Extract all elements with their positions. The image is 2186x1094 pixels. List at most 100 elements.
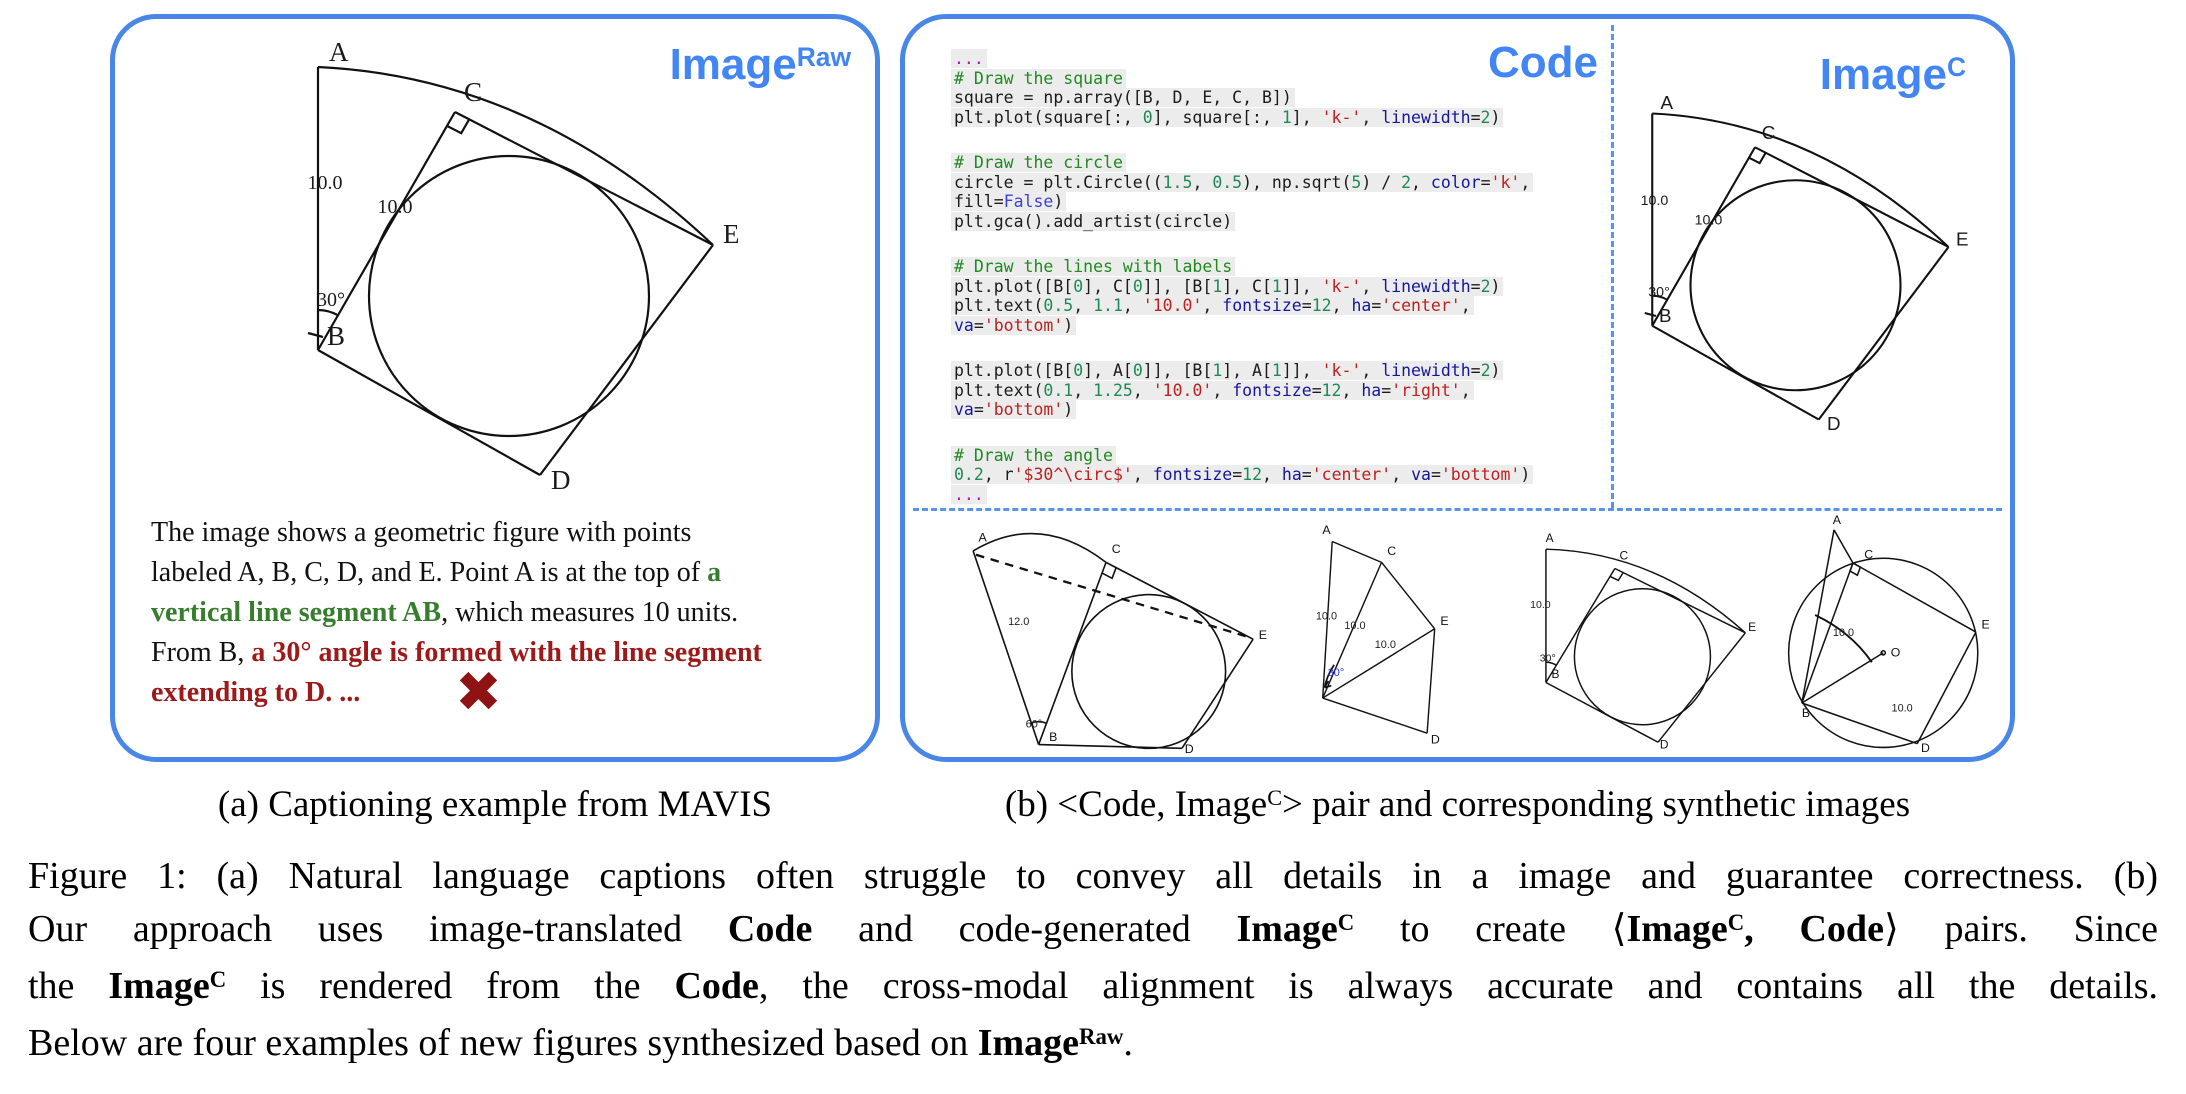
angle-arc-30: [317, 308, 339, 317]
text-segment: C: [209, 966, 227, 992]
code-line: va='bottom'): [951, 315, 1533, 336]
text-segment: Figure 1: (a) Natural language captions …: [28, 855, 2158, 897]
panel-b-code-image-pair: Code ImageC ... # Draw the square square =…: [900, 14, 2015, 762]
synthetic-figure-2: A C E D 10.0 10.0 10.0 30°: [1316, 523, 1449, 747]
length-label: 10.0: [1530, 599, 1551, 611]
text-segment: C: [1267, 784, 1282, 810]
length-label-bc: 10.0: [378, 196, 413, 218]
wrong-cross-icon: ✖: [455, 660, 502, 725]
right-angle-mark: [446, 118, 471, 135]
subcaption-b: (b) <Code, ImageC> pair and correspondin…: [900, 783, 2015, 826]
red-dashed-ae: [975, 553, 1250, 639]
code-line: plt.text(0.5, 1.1, '10.0', fontsize=12, …: [951, 296, 1533, 316]
code-line: ...: [951, 49, 1533, 69]
code-line: plt.plot(square[:, 0], square[:, 1], 'k-…: [951, 107, 1533, 128]
image-c-label: ImageC: [1820, 53, 1966, 97]
thumb4-lines: [1787, 529, 1979, 749]
point-label-c: C: [1387, 544, 1396, 558]
point-label-a: A: [1546, 531, 1554, 545]
text-segment: Our approach uses image-translated: [28, 908, 728, 950]
point-label-e: E: [1440, 614, 1448, 628]
image-raw-label: ImageRaw: [670, 43, 851, 87]
imagec-figure-labels: A B C D E 10.0 10.0 30°: [1641, 92, 1969, 434]
text-segment: Image: [1626, 908, 1728, 950]
text-segment: Image: [1819, 50, 1947, 99]
segment-bc: [317, 111, 456, 351]
point-label-c: C: [1762, 122, 1776, 143]
text-segment: Code: [674, 965, 759, 1007]
thumb3-lines: [1545, 548, 1746, 743]
length-label: 10.0: [1892, 702, 1913, 714]
length-label-bc: 10.0: [1695, 213, 1723, 229]
synthetic-figure-3: A B C D E 10.0 30°: [1530, 531, 1756, 752]
text-segment: the: [28, 965, 109, 1007]
point-label-a: A: [329, 37, 349, 67]
figure-caption-line: the ImageC is rendered from the Code, th…: [28, 960, 2158, 1017]
point-label-a: A: [1322, 523, 1331, 537]
text-segment: Image: [669, 40, 797, 89]
text-segment: is rendered from the: [226, 965, 675, 1007]
tick-at-b: [1644, 311, 1657, 318]
code-line: [951, 127, 1533, 153]
angle-arc-30: [1652, 294, 1668, 301]
code-line: # Draw the angle: [951, 445, 1533, 466]
text-segment: labeled A, B, C, D, and E. Point A is at…: [151, 557, 708, 588]
text-segment: extending to D. ...: [151, 677, 361, 708]
text-segment: From B,: [151, 637, 252, 668]
point-label-b: B: [327, 321, 345, 351]
length-label-ab: 10.0: [1641, 193, 1669, 209]
caption-line: labeled A, B, C, D, and E. Point A is at…: [151, 553, 875, 593]
point-label-d: D: [1660, 738, 1669, 752]
text-segment: a 30° angle is formed with the line segm…: [251, 637, 762, 668]
point-label-a: A: [1833, 513, 1842, 527]
raw-figure-lines: [307, 65, 714, 476]
length-label: 10.0: [1344, 620, 1365, 632]
code-line: ...: [951, 484, 1533, 505]
point-label-b: B: [1551, 667, 1559, 681]
angle-label-30: 30°: [317, 289, 345, 311]
length-label-ab: 10.0: [308, 172, 343, 194]
thumb1-lines: [972, 532, 1254, 750]
text-segment: vertical line segment AB: [151, 597, 442, 628]
point-label-c: C: [1619, 548, 1628, 562]
code-line: square = np.array([B, D, E, C, B]): [951, 88, 1533, 108]
code-line: plt.text(0.1, 1.25, '10.0', fontsize=12,…: [951, 380, 1533, 401]
point-label-d: D: [1921, 741, 1930, 755]
point-label-d: D: [1827, 413, 1841, 434]
raw-figure-labels: A B C D E 10.0 10.0 30°: [308, 37, 740, 495]
figure-caption-line: Figure 1: (a) Natural language captions …: [28, 850, 2158, 903]
text-segment: C: [1337, 909, 1355, 935]
text-segment: Image: [977, 1022, 1080, 1064]
text-segment: and code-generated: [812, 908, 1237, 950]
python-code-block: ... # Draw the square square = np.array([B…: [951, 49, 1534, 505]
point-label-d: D: [1431, 733, 1440, 747]
inscribed-circle: [1689, 179, 1902, 392]
code-line: [951, 420, 1533, 446]
angle-label-30: 30°: [1648, 285, 1670, 301]
code-line: plt.plot([B[0], C[0]], [B[1], C[1]], 'k-…: [951, 276, 1533, 297]
dashed-divider-vertical: [1611, 25, 1614, 508]
angle-label: 30°: [1540, 652, 1556, 664]
text-segment: to create: [1354, 908, 1612, 950]
blue-arc: [1814, 614, 1873, 663]
point-label-e: E: [1259, 628, 1267, 642]
figure-caption-line: Our approach uses image-translated Code …: [28, 903, 2158, 960]
caption-line: extending to D. ...: [151, 673, 875, 713]
arc-a-e: [1652, 112, 1950, 248]
text-segment: ⟨: [1611, 908, 1627, 950]
text-segment: (a) Captioning example from MAVIS: [217, 784, 773, 825]
text-segment: , Code: [1744, 908, 1884, 950]
text-segment: C: [1727, 909, 1745, 935]
length-label: 10.0: [1375, 639, 1396, 651]
text-segment: The image shows a geometric figure with …: [151, 517, 692, 548]
point-label-a: A: [979, 530, 988, 544]
segment-bd: [317, 349, 541, 476]
dashed-divider-horizontal: [913, 508, 2002, 511]
blue-angle-arrow: [1323, 664, 1335, 689]
point-label-e: E: [723, 219, 740, 249]
point-label-c: C: [1864, 547, 1873, 561]
caption-line: vertical line segment AB, which measures…: [151, 593, 875, 633]
length-label: 10.0: [1316, 610, 1337, 622]
text-segment: > pair and corresponding synthetic image…: [1282, 784, 1911, 825]
